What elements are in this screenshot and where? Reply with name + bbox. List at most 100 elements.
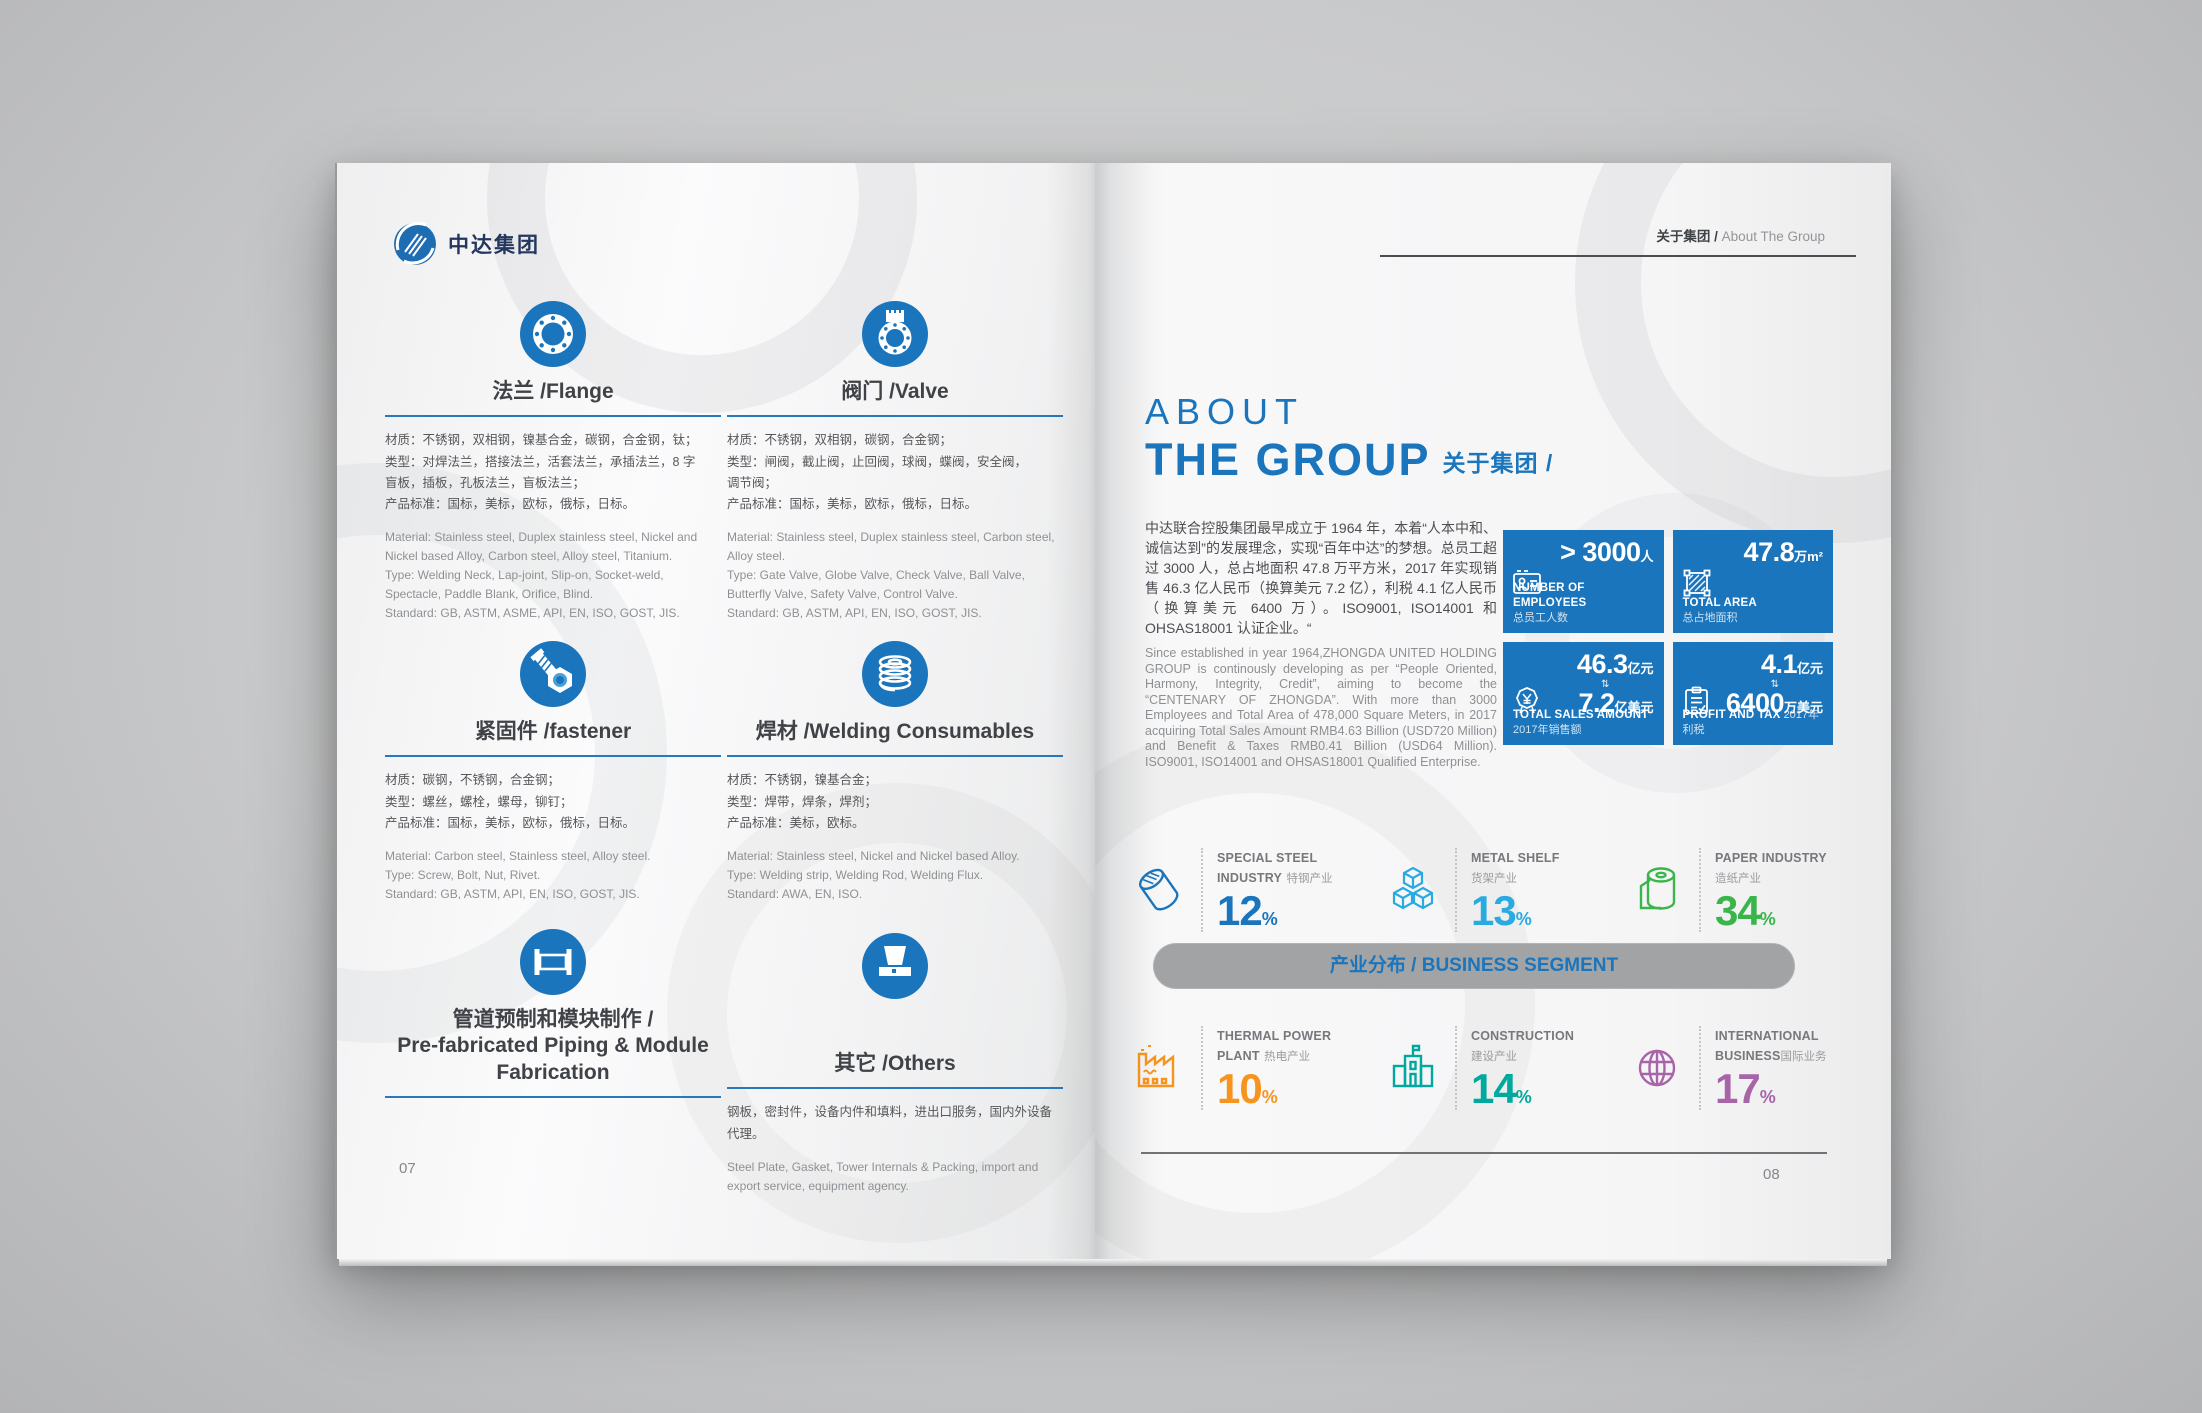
flange-watermark bbox=[1575, 163, 1891, 543]
building-icon bbox=[1383, 1038, 1443, 1098]
section-valve: 阀门 /Valve 材质：不锈钢，双相钢，碳钢，合金钢； 类型：闸阀，截止阀，止… bbox=[727, 301, 1063, 623]
section-rule bbox=[385, 755, 721, 758]
cubes-icon bbox=[1383, 860, 1443, 920]
stat-labels: TOTAL SALES AMOUNT 2017年销售额 bbox=[1513, 708, 1649, 736]
business-segment-banner: 产业分布 / BUSINESS SEGMENT bbox=[1153, 943, 1795, 989]
section-title: 管道预制和模块制作 / Pre-fabricated Piping & Modu… bbox=[397, 1008, 709, 1084]
steel-pipe-icon bbox=[1129, 860, 1189, 920]
segment-label: CONSTRUCTION 建设产业 bbox=[1471, 1029, 1575, 1063]
section-text-cn: 材质：不锈钢，双相钢，碳钢，合金钢； 类型：闸阀，截止阀，止回阀，球阀，蝶阀，安… bbox=[727, 433, 1028, 511]
section-title: 紧固件 /fastener bbox=[474, 720, 632, 743]
section-text-cn: 材质：不锈钢，双相钢，镍基合金，碳钢，合金钢，钛； 类型：对焊法兰，搭接法兰，活… bbox=[385, 433, 698, 511]
section-text-en: Steel Plate, Gasket, Tower Internals & P… bbox=[727, 1159, 1039, 1193]
section-welding: 焊材 /Welding Consumables 材质：不锈钢，镍基合金； 类型：… bbox=[727, 641, 1063, 904]
logo-text: 中达集团 bbox=[448, 234, 540, 257]
stat-labels: NUMBER OF EMPLOYEES 总员工人数 bbox=[1513, 581, 1587, 624]
dotted-divider bbox=[1699, 1026, 1701, 1110]
dotted-divider bbox=[1699, 848, 1701, 932]
header-rule bbox=[1380, 255, 1856, 257]
segment-label: SPECIAL STEEL INDUSTRY 特钢产业 bbox=[1217, 851, 1333, 885]
segment-metal-shelf: METAL SHELF 货架产业 13% bbox=[1383, 841, 1611, 939]
segment-paper-industry: PAPER INDUSTRY 造纸产业 34% bbox=[1627, 841, 1855, 939]
section-title: 法兰 /Flange bbox=[492, 380, 614, 403]
section-text-cn: 材质：碳钢，不锈钢，合金钢； 类型：螺丝，螺栓，螺母，铆钉； 产品标准：国标，美… bbox=[385, 773, 636, 830]
stat-value-usd: 6400万美元 bbox=[1725, 687, 1823, 718]
section-title: 阀门 /Valve bbox=[841, 380, 949, 403]
section-rule bbox=[385, 1095, 721, 1098]
stat-total-sales: 46.3亿元 ⇅ 7.2亿美元 TOTAL SALES AMOUNT 2017年… bbox=[1503, 642, 1664, 745]
page-right: 关于集团 / About The Group ABOUT THE GROUP 关于… bbox=[1095, 163, 1891, 1259]
segment-construction: CONSTRUCTION 建设产业 14% bbox=[1383, 1019, 1611, 1117]
breadcrumb-en: About The Group bbox=[1717, 229, 1825, 244]
section-fastener: 紧固件 /fastener 材质：碳钢，不锈钢，合金钢； 类型：螺丝，螺栓，螺母… bbox=[385, 641, 721, 904]
clipboard-icon bbox=[1682, 686, 1712, 716]
dotted-divider bbox=[1455, 848, 1457, 932]
stat-profit-tax: 4.1亿元 ⇅ 6400万美元 PROFIT AND TAX 2017年利税 bbox=[1672, 642, 1833, 745]
logo-globe-icon bbox=[394, 222, 436, 265]
welding-coil-icon bbox=[862, 641, 928, 707]
dotted-divider bbox=[1201, 1026, 1203, 1110]
paper-roll-icon bbox=[1627, 860, 1687, 920]
segment-percent: 17% bbox=[1715, 1065, 1776, 1112]
segment-label: PAPER INDUSTRY 造纸产业 bbox=[1715, 851, 1827, 885]
flange-icon bbox=[520, 301, 586, 367]
exchange-arrows-icon: ⇅ bbox=[1601, 678, 1610, 690]
page-title-line2: THE GROUP 关于集团 / bbox=[1145, 434, 1554, 485]
stat-employees: > 3000人 NUMBER OF EMPLOYEES 总员工人数 bbox=[1503, 530, 1664, 633]
page-left: 中达集团 bbox=[335, 163, 1095, 1259]
stat-value: > 3000人 bbox=[1560, 537, 1654, 567]
open-book: 中达集团 bbox=[335, 163, 1891, 1266]
page-title-suffix: 关于集团 / bbox=[1442, 450, 1554, 476]
page-title: ABOUT THE GROUP 关于集团 / bbox=[1145, 391, 1553, 482]
stat-value-usd: 7.2亿美元 bbox=[1578, 687, 1654, 718]
stat-labels: TOTAL AREA 总占地面积 bbox=[1682, 596, 1757, 624]
area-icon bbox=[1682, 568, 1712, 598]
section-text-en: Material: Stainless steel, Duplex stainl… bbox=[385, 530, 698, 621]
page-number-right: 08 bbox=[1763, 1166, 1780, 1183]
footer-rule bbox=[1141, 1152, 1827, 1154]
dotted-divider bbox=[1201, 848, 1203, 932]
segment-thermal-power: THERMAL POWER PLANT 热电产业 10% bbox=[1129, 1019, 1357, 1117]
company-logo: 中达集团 bbox=[392, 221, 540, 267]
segment-percent: 10% bbox=[1217, 1065, 1278, 1112]
section-text-en: Material: Stainless steel, Duplex stainl… bbox=[727, 530, 1055, 621]
yuan-badge-icon bbox=[1512, 686, 1542, 716]
exchange-arrows-icon: ⇅ bbox=[1770, 678, 1779, 690]
stat-total-area: 47.8万m² TOTAL AR bbox=[1672, 530, 1833, 633]
stat-value-rmb: 4.1亿元 bbox=[1760, 649, 1823, 679]
segment-special-steel: SPECIAL STEEL INDUSTRY 特钢产业 12% bbox=[1129, 841, 1357, 939]
segment-international: INTERNATIONAL BUSINESS国际业务 17% bbox=[1627, 1019, 1855, 1117]
pipe-spool-icon bbox=[520, 929, 586, 995]
page-title-line1: ABOUT bbox=[1145, 391, 1305, 432]
section-title: 其它 /Others bbox=[834, 1052, 956, 1075]
section-piping: 管道预制和模块制作 / Pre-fabricated Piping & Modu… bbox=[385, 929, 721, 1098]
segment-label: THERMAL POWER PLANT 热电产业 bbox=[1217, 1029, 1332, 1063]
section-text-cn: 材质：不锈钢，镍基合金； 类型：焊带，焊条，焊剂； 产品标准：美标，欧标。 bbox=[727, 773, 878, 830]
globe-icon bbox=[1627, 1038, 1687, 1098]
breadcrumb: 关于集团 / About The Group bbox=[1656, 225, 1825, 245]
section-rule bbox=[727, 755, 1063, 758]
segment-percent: 12% bbox=[1217, 887, 1278, 934]
factory-icon bbox=[1129, 1038, 1189, 1098]
cooling-tower-icon bbox=[862, 933, 928, 999]
segment-label: METAL SHELF 货架产业 bbox=[1471, 851, 1560, 885]
section-title: 焊材 /Welding Consumables bbox=[755, 720, 1035, 743]
dotted-divider bbox=[1455, 1026, 1457, 1110]
breadcrumb-cn: 关于集团 / bbox=[1656, 229, 1718, 244]
id-card-icon bbox=[1512, 568, 1542, 598]
intro-paragraph-cn: 中达联合控股集团最早成立于 1964 年，本着“人本中和、诚信达到”的发展理念，… bbox=[1145, 520, 1497, 636]
section-text-en: Material: Stainless steel, Nickel and Ni… bbox=[727, 849, 1020, 901]
segment-percent: 14% bbox=[1471, 1065, 1532, 1112]
stat-labels: PROFIT AND TAX 2017年利税 bbox=[1682, 708, 1820, 736]
stat-value: 47.8万m² bbox=[1743, 537, 1823, 567]
bolt-nut-icon bbox=[520, 641, 586, 707]
valve-icon bbox=[862, 301, 928, 367]
stat-value-rmb: 46.3亿元 bbox=[1576, 649, 1654, 679]
section-text-en: Material: Carbon steel, Stainless steel,… bbox=[385, 849, 651, 901]
section-others: 其它 /Others 钢板，密封件，设备内件和填料，进出口服务，国内外设备代理。… bbox=[727, 933, 1063, 1196]
segment-percent: 13% bbox=[1471, 887, 1532, 934]
section-rule bbox=[385, 415, 721, 418]
intro-paragraph-en: Since established in year 1964,ZHONGDA U… bbox=[1145, 646, 1497, 769]
section-text-cn: 钢板，密封件，设备内件和填料，进出口服务，国内外设备代理。 bbox=[727, 1105, 1053, 1141]
